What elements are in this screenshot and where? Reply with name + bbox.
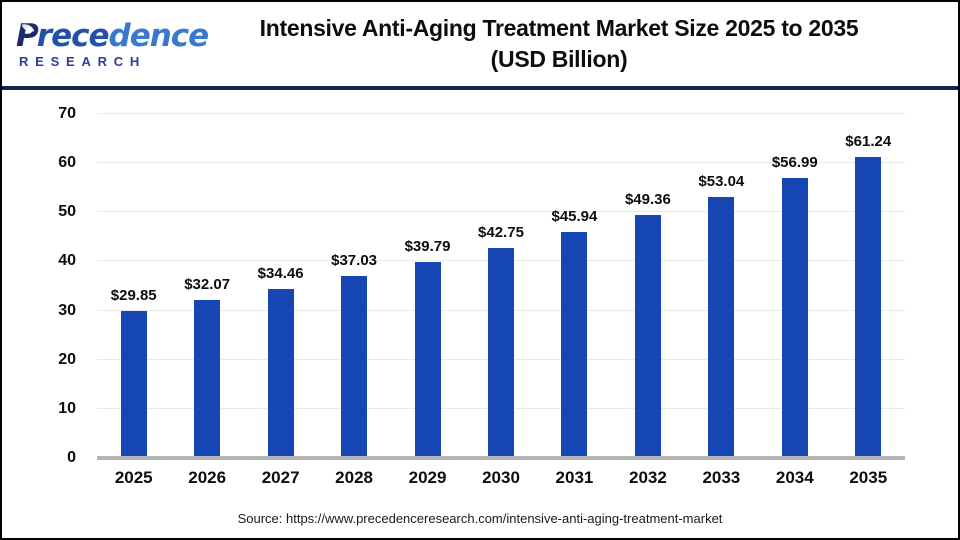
bar-value-label: $49.36: [624, 191, 671, 209]
bar-2031: [561, 232, 588, 458]
y-tick-label: 0: [67, 449, 76, 466]
x-tick-label-2031: 2031: [555, 468, 594, 487]
logo-text-mid: rece: [36, 17, 110, 54]
bar-2026: [194, 300, 221, 458]
y-axis: 0 10 20 30 40 50 60 70: [2, 105, 86, 466]
bar-column: $32.07: [170, 114, 243, 458]
header: Precedence RESEARCH Intensive Anti-Aging…: [2, 2, 958, 86]
bar-2028: [341, 276, 368, 458]
x-tick-label-2027: 2027: [261, 468, 300, 487]
bar-column: $45.94: [538, 114, 611, 458]
bar-value-label: $32.07: [184, 276, 231, 294]
logo-text-end: dence: [108, 17, 210, 54]
y-tick-label: 20: [58, 350, 76, 368]
bar-value-label: $45.94: [551, 208, 598, 226]
bar-2029: [414, 262, 441, 458]
bar-column: $39.79: [391, 114, 464, 458]
bar-2035: [855, 157, 882, 458]
x-tick-label-2026: 2026: [188, 468, 227, 487]
bar-column: $49.36: [611, 114, 684, 458]
x-tick-label-2029: 2029: [408, 468, 447, 487]
bar-value-label: $42.75: [478, 223, 524, 241]
bar-column: $37.03: [317, 114, 390, 458]
brand-logo: Precedence RESEARCH: [16, 17, 209, 69]
chart-title: Intensive Anti-Aging Treatment Market Si…: [194, 13, 958, 75]
bar-value-label: $29.85: [110, 287, 157, 305]
chart-title-line2: (USD Billion): [490, 46, 628, 72]
bar-2025: [120, 311, 147, 458]
gridline: [97, 211, 905, 213]
bar-value-label: $39.79: [404, 238, 451, 256]
bar-2030: [487, 247, 514, 458]
bar-column: $29.85: [97, 114, 170, 458]
x-tick-label-2028: 2028: [335, 468, 373, 487]
brand-logo-subtitle: RESEARCH: [19, 53, 147, 69]
source-citation: Source: https://www.precedenceresearch.c…: [237, 511, 723, 526]
bar-column: $61.24: [832, 114, 905, 458]
x-tick-label-2025: 2025: [114, 468, 153, 487]
bar-column: $34.46: [244, 114, 317, 458]
gridline: [97, 113, 905, 114]
x-axis-line: [97, 456, 905, 460]
bar-value-label: $37.03: [331, 252, 378, 270]
chart-title-line1: Intensive Anti-Aging Treatment Market Si…: [259, 15, 859, 41]
plot-area: $29.85 $32.07 $34.46 $37.03 $39.79 $42.75 $45.…: [97, 113, 905, 460]
bar-2033: [708, 197, 735, 458]
y-tick-label: 40: [58, 252, 76, 270]
bar-series: $29.85 $32.07 $34.46 $37.03 $39.79 $42.75 $45.…: [97, 114, 905, 458]
y-tick-label: 60: [58, 154, 76, 172]
x-tick-label-2035: 2035: [849, 468, 888, 487]
bar-column: $42.75: [464, 114, 537, 458]
y-tick-label: 70: [58, 105, 76, 122]
header-divider: [2, 86, 958, 90]
gridline: [97, 162, 905, 164]
x-tick-label-2034: 2034: [775, 468, 814, 487]
bar-2027: [267, 288, 294, 458]
bar-value-label: $34.46: [257, 264, 304, 282]
x-tick-label-2030: 2030: [482, 468, 520, 487]
bar-column: $56.99: [758, 114, 831, 458]
y-tick-label: 10: [58, 399, 76, 417]
bar-2034: [781, 177, 808, 458]
y-tick-label: 30: [58, 301, 76, 319]
x-tick-label-2032: 2032: [628, 468, 667, 487]
x-tick-label-2033: 2033: [702, 468, 741, 487]
bar-2032: [634, 215, 661, 458]
brand-logo-wordmark: Precedence: [16, 17, 209, 54]
bar-column: $53.04: [685, 114, 758, 458]
bar-value-label: $53.04: [698, 173, 745, 191]
x-axis-labels: 2025 2026 2027 2028 2029 2030 2031 2032 2033 2034…: [97, 468, 905, 488]
y-tick-label: 50: [58, 203, 76, 221]
logo-text-start: P: [16, 17, 38, 54]
bar-value-label: $56.99: [771, 153, 818, 171]
bar-value-label: $61.24: [845, 133, 892, 151]
